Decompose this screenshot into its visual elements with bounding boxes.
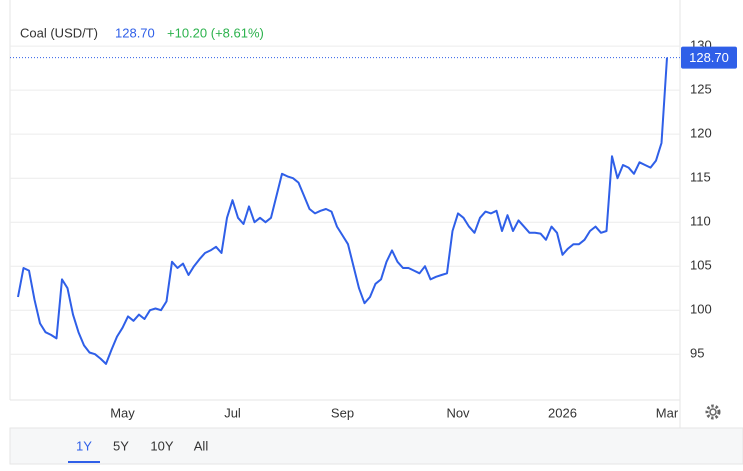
last-price-tag bbox=[681, 46, 737, 69]
range-button[interactable]: All bbox=[194, 438, 209, 453]
y-tick-label: 120 bbox=[690, 126, 712, 141]
last-price-label: 128.70 bbox=[689, 50, 729, 65]
x-tick-label: 2026 bbox=[548, 405, 577, 420]
x-tick-label: May bbox=[110, 405, 135, 420]
y-tick-label: 110 bbox=[690, 214, 711, 229]
range-button[interactable]: 1Y bbox=[76, 438, 92, 453]
x-tick-label: Nov bbox=[446, 405, 470, 420]
y-tick-label: 115 bbox=[690, 170, 711, 185]
price-line bbox=[17, 57, 668, 365]
settings-icon[interactable] bbox=[705, 404, 721, 420]
range-button[interactable]: 10Y bbox=[150, 438, 173, 453]
y-tick-label: 125 bbox=[690, 82, 712, 97]
instrument-name: Coal (USD/T) bbox=[20, 25, 98, 40]
range-bar bbox=[9, 427, 743, 465]
y-tick-label: 95 bbox=[690, 346, 704, 361]
price: 128.70 bbox=[115, 25, 155, 40]
x-tick-label: Sep bbox=[331, 405, 354, 420]
y-tick-label: 105 bbox=[690, 258, 712, 273]
y-tick-label: 100 bbox=[690, 302, 712, 317]
change: +10.20 (+8.61%) bbox=[167, 25, 264, 40]
range-button[interactable]: 5Y bbox=[113, 438, 129, 453]
x-tick-label: Mar bbox=[656, 405, 679, 420]
x-tick-label: Jul bbox=[224, 405, 241, 420]
